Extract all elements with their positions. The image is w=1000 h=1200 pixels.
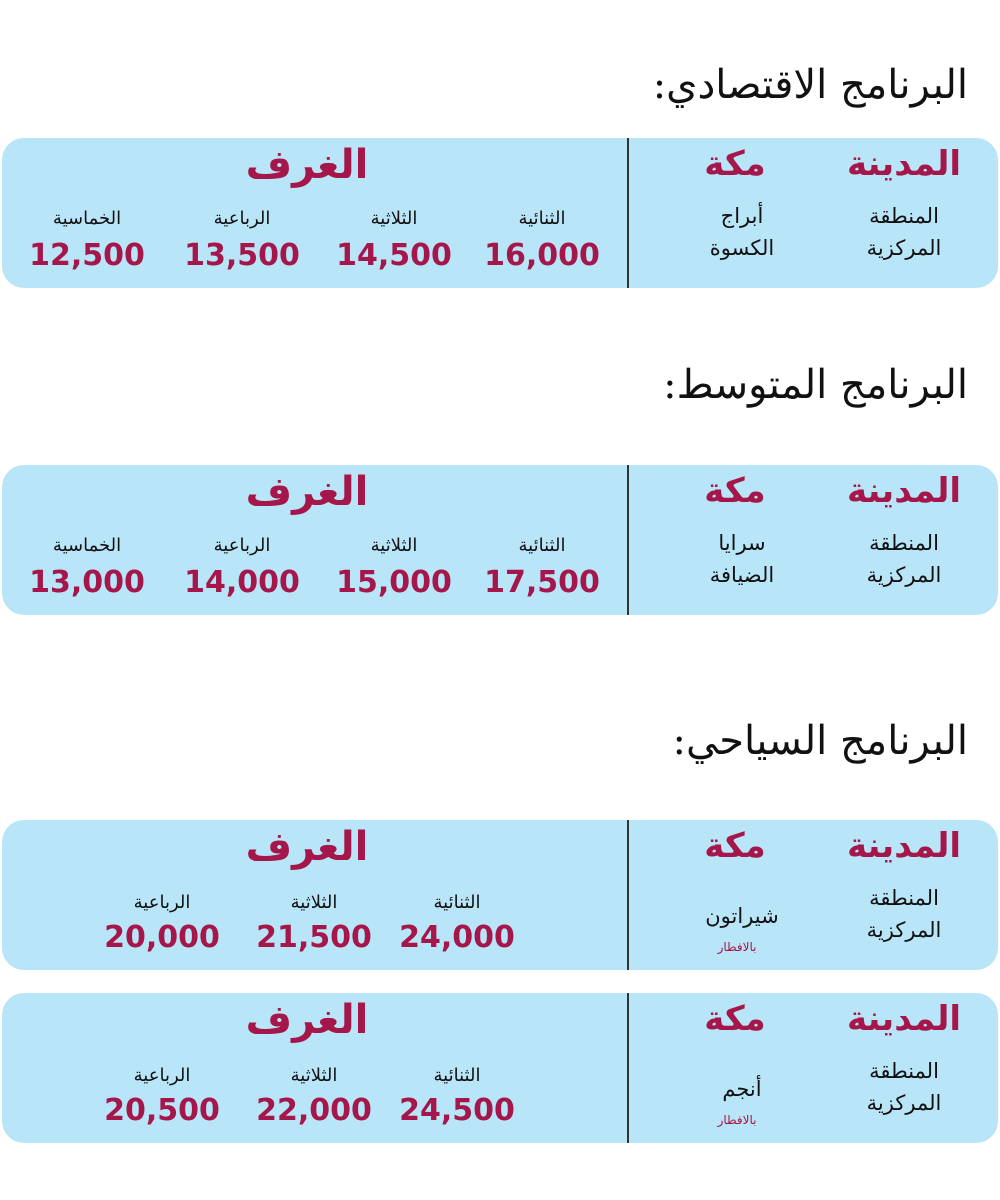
- rooms-title: الغرف: [245, 142, 369, 188]
- city-area: المركزية: [866, 563, 942, 587]
- room-type-label: الثنائية: [518, 535, 566, 556]
- room-price: 24,000: [399, 920, 515, 955]
- divider: [627, 820, 629, 970]
- room-type-label: الثلاثية: [290, 1065, 338, 1086]
- price-card: المدينة المنطقة المركزية مكة أبراج الكسوة الغر…: [2, 138, 998, 288]
- rooms-title: الغرف: [245, 997, 369, 1043]
- room-price: 20,500: [104, 1093, 220, 1128]
- room-price: 12,500: [29, 238, 145, 273]
- price-card: المدينة المنطقة المركزية مكة شيراتون بالافطار…: [2, 820, 998, 970]
- room-type-label: الثلاثية: [370, 535, 418, 556]
- city-area: المنطقة: [869, 886, 939, 910]
- program-title: البرنامج الاقتصادي:: [652, 62, 968, 108]
- city-label: المدينة: [846, 471, 962, 511]
- hotel-name: الضيافة: [709, 563, 775, 587]
- price-card: المدينة المنطقة المركزية مكة سرايا الضيافة الغ…: [2, 465, 998, 615]
- hotel-name: الكسوة: [709, 236, 775, 260]
- room-type-label: الخماسية: [52, 208, 122, 229]
- room-price: 24,500: [399, 1093, 515, 1128]
- room-type-label: الثنائية: [518, 208, 566, 229]
- room-type-label: الرباعية: [213, 208, 271, 229]
- room-type-label: الثنائية: [433, 1065, 481, 1086]
- room-price: 13,000: [29, 565, 145, 600]
- city-label: المدينة: [846, 826, 962, 866]
- room-type-label: الرباعية: [133, 892, 191, 913]
- rooms-title: الغرف: [245, 469, 369, 515]
- hotel-name: سرايا: [718, 531, 766, 555]
- room-price: 15,000: [336, 565, 452, 600]
- room-price: 16,000: [484, 238, 600, 273]
- hotel-note: بالافطار: [717, 1113, 757, 1127]
- room-price: 13,500: [184, 238, 300, 273]
- program-title: البرنامج السياحي:: [672, 718, 968, 764]
- room-price: 20,000: [104, 920, 220, 955]
- divider: [627, 138, 629, 288]
- room-type-label: الثلاثية: [290, 892, 338, 913]
- room-price: 21,500: [256, 920, 372, 955]
- city-area: المنطقة: [869, 204, 939, 228]
- city-area: المنطقة: [869, 1059, 939, 1083]
- room-type-label: الرباعية: [213, 535, 271, 556]
- rooms-title: الغرف: [245, 824, 369, 870]
- makkah-label: مكة: [704, 471, 766, 511]
- city-area: المركزية: [866, 918, 942, 942]
- hotel-note: بالافطار: [717, 940, 757, 954]
- room-type-label: الثنائية: [433, 892, 481, 913]
- room-type-label: الثلاثية: [370, 208, 418, 229]
- makkah-label: مكة: [704, 999, 766, 1039]
- room-type-label: الخماسية: [52, 535, 122, 556]
- room-price: 22,000: [256, 1093, 372, 1128]
- program-title: البرنامج المتوسط:: [663, 362, 968, 408]
- hotel-name: شيراتون: [705, 904, 779, 928]
- city-area: المنطقة: [869, 531, 939, 555]
- makkah-label: مكة: [704, 144, 766, 184]
- room-price: 14,500: [336, 238, 452, 273]
- room-price: 17,500: [484, 565, 600, 600]
- price-card: المدينة المنطقة المركزية مكة أنجم بالافطار الغ…: [2, 993, 998, 1143]
- room-price: 14,000: [184, 565, 300, 600]
- room-type-label: الرباعية: [133, 1065, 191, 1086]
- city-area: المركزية: [866, 236, 942, 260]
- city-label: المدينة: [846, 999, 962, 1039]
- hotel-name: أبراج: [720, 204, 764, 228]
- divider: [627, 993, 629, 1143]
- divider: [627, 465, 629, 615]
- city-label: المدينة: [846, 144, 962, 184]
- makkah-label: مكة: [704, 826, 766, 866]
- city-area: المركزية: [866, 1091, 942, 1115]
- hotel-name: أنجم: [722, 1077, 762, 1101]
